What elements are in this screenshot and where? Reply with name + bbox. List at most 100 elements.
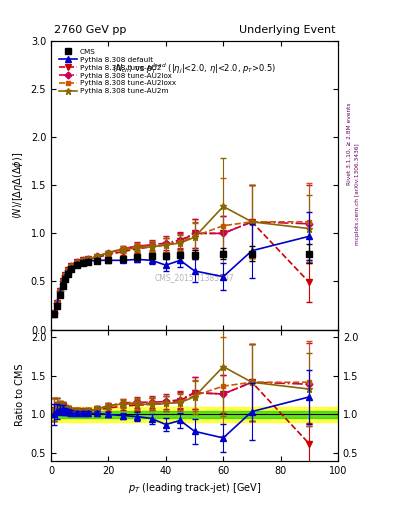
Pythia 8.308 tune-AU2lox <box>75 259 79 265</box>
Pythia 8.308 tune-AU2lox <box>63 272 68 278</box>
Pythia 8.308 tune-AU2lox <box>192 230 197 237</box>
Pythia 8.308 tune-AU2loxx <box>51 310 56 316</box>
Pythia 8.308 tune-AU2loxx <box>63 272 68 278</box>
Pythia 8.308 tune-AU2m <box>163 242 168 248</box>
Pythia 8.308 tune-AU2loxx <box>307 219 312 225</box>
Pythia 8.308 tune-AU2 <box>221 230 226 237</box>
Pythia 8.308 tune-AU2lox <box>51 310 56 316</box>
Pythia 8.308 default <box>55 302 59 308</box>
Pythia 8.308 tune-AU2m <box>149 244 154 250</box>
Pythia 8.308 tune-AU2lox <box>80 257 85 263</box>
Pythia 8.308 tune-AU2m <box>66 267 71 273</box>
Text: $\langle N_{ch}\rangle$ vs $p_T^{lead}$ ($|\eta_j|$<2.0, $\eta$|<2.0, $p_T$>0.5): $\langle N_{ch}\rangle$ vs $p_T^{lead}$ … <box>112 61 277 76</box>
Pythia 8.308 default <box>51 311 56 317</box>
Pythia 8.308 tune-AU2lox <box>95 253 99 260</box>
Pythia 8.308 tune-AU2loxx <box>178 239 183 245</box>
CMS <box>106 257 111 263</box>
CMS <box>51 311 56 317</box>
Pythia 8.308 tune-AU2m <box>80 257 85 263</box>
CMS <box>66 271 71 277</box>
Pythia 8.308 default <box>178 257 183 263</box>
Pythia 8.308 default <box>192 268 197 274</box>
Pythia 8.308 tune-AU2lox <box>149 242 154 248</box>
Text: 2760 GeV pp: 2760 GeV pp <box>54 25 126 35</box>
Pythia 8.308 default <box>163 262 168 268</box>
Pythia 8.308 default <box>120 257 125 263</box>
Pythia 8.308 tune-AU2 <box>63 272 68 278</box>
Pythia 8.308 tune-AU2lox <box>60 279 65 285</box>
Pythia 8.308 tune-AU2m <box>106 249 111 255</box>
Line: CMS: CMS <box>51 251 312 317</box>
Pythia 8.308 tune-AU2 <box>51 310 56 316</box>
Line: Pythia 8.308 default: Pythia 8.308 default <box>51 233 312 317</box>
CMS <box>60 283 65 289</box>
CMS <box>80 260 85 266</box>
Pythia 8.308 tune-AU2 <box>178 238 183 244</box>
Pythia 8.308 tune-AU2loxx <box>55 300 59 306</box>
Pythia 8.308 tune-AU2loxx <box>69 263 73 269</box>
Pythia 8.308 tune-AU2m <box>178 240 183 246</box>
Y-axis label: $\langle N\rangle/[\Delta\eta\Delta(\Delta\phi)]$: $\langle N\rangle/[\Delta\eta\Delta(\Del… <box>11 152 25 219</box>
Pythia 8.308 tune-AU2m <box>135 245 140 251</box>
Pythia 8.308 tune-AU2 <box>80 257 85 263</box>
Pythia 8.308 tune-AU2loxx <box>75 259 79 265</box>
CMS <box>63 275 68 282</box>
Pythia 8.308 tune-AU2loxx <box>250 219 254 225</box>
CMS <box>57 292 62 298</box>
Pythia 8.308 tune-AU2loxx <box>66 267 71 273</box>
Pythia 8.308 tune-AU2loxx <box>57 288 62 294</box>
Pythia 8.308 tune-AU2loxx <box>120 246 125 252</box>
Pythia 8.308 default <box>66 269 71 275</box>
Pythia 8.308 default <box>60 281 65 287</box>
Pythia 8.308 tune-AU2lox <box>221 230 226 237</box>
Pythia 8.308 tune-AU2 <box>95 254 99 261</box>
CMS <box>178 251 183 258</box>
CMS <box>307 250 312 257</box>
Pythia 8.308 tune-AU2lox <box>120 246 125 252</box>
Pythia 8.308 default <box>57 290 62 296</box>
X-axis label: $p_T$ (leading track-jet) [GeV]: $p_T$ (leading track-jet) [GeV] <box>128 481 261 495</box>
Pythia 8.308 default <box>80 259 85 265</box>
Pythia 8.308 tune-AU2loxx <box>163 242 168 248</box>
Pythia 8.308 tune-AU2m <box>69 263 73 269</box>
Line: Pythia 8.308 tune-AU2: Pythia 8.308 tune-AU2 <box>51 219 312 316</box>
Line: Pythia 8.308 tune-AU2m: Pythia 8.308 tune-AU2m <box>50 203 313 317</box>
Pythia 8.308 tune-AU2m <box>60 279 65 285</box>
Pythia 8.308 tune-AU2loxx <box>149 243 154 249</box>
Pythia 8.308 tune-AU2m <box>75 259 79 265</box>
Pythia 8.308 tune-AU2loxx <box>86 257 91 263</box>
CMS <box>192 251 197 258</box>
Pythia 8.308 tune-AU2 <box>149 244 154 250</box>
Pythia 8.308 tune-AU2lox <box>86 257 91 263</box>
Pythia 8.308 default <box>135 257 140 263</box>
Pythia 8.308 tune-AU2m <box>55 300 59 306</box>
CMS <box>75 262 79 268</box>
Pythia 8.308 default <box>250 248 254 254</box>
Pythia 8.308 tune-AU2m <box>86 257 91 263</box>
Pythia 8.308 tune-AU2lox <box>178 237 183 243</box>
Pythia 8.308 default <box>106 257 111 263</box>
Pythia 8.308 tune-AU2m <box>63 272 68 278</box>
Pythia 8.308 default <box>86 258 91 264</box>
CMS <box>149 253 154 260</box>
Pythia 8.308 tune-AU2loxx <box>135 244 140 250</box>
Text: mcplots.cern.ch [arXiv:1306.3436]: mcplots.cern.ch [arXiv:1306.3436] <box>355 144 360 245</box>
Pythia 8.308 tune-AU2 <box>75 259 79 265</box>
Pythia 8.308 tune-AU2 <box>135 246 140 252</box>
Pythia 8.308 tune-AU2m <box>120 247 125 253</box>
Pythia 8.308 tune-AU2lox <box>163 240 168 246</box>
Pythia 8.308 tune-AU2m <box>221 203 226 209</box>
Pythia 8.308 tune-AU2lox <box>69 263 73 269</box>
Pythia 8.308 default <box>221 273 226 280</box>
Pythia 8.308 tune-AU2loxx <box>221 223 226 229</box>
Pythia 8.308 tune-AU2loxx <box>192 233 197 239</box>
Text: CMS_2015_I1385107: CMS_2015_I1385107 <box>155 273 234 282</box>
CMS <box>86 259 91 265</box>
Bar <box>51 411 338 418</box>
Pythia 8.308 tune-AU2 <box>57 288 62 294</box>
Pythia 8.308 tune-AU2 <box>307 280 312 286</box>
Bar <box>51 407 338 422</box>
Pythia 8.308 default <box>63 273 68 280</box>
Pythia 8.308 tune-AU2loxx <box>95 253 99 260</box>
Line: Pythia 8.308 tune-AU2loxx: Pythia 8.308 tune-AU2loxx <box>51 220 312 316</box>
